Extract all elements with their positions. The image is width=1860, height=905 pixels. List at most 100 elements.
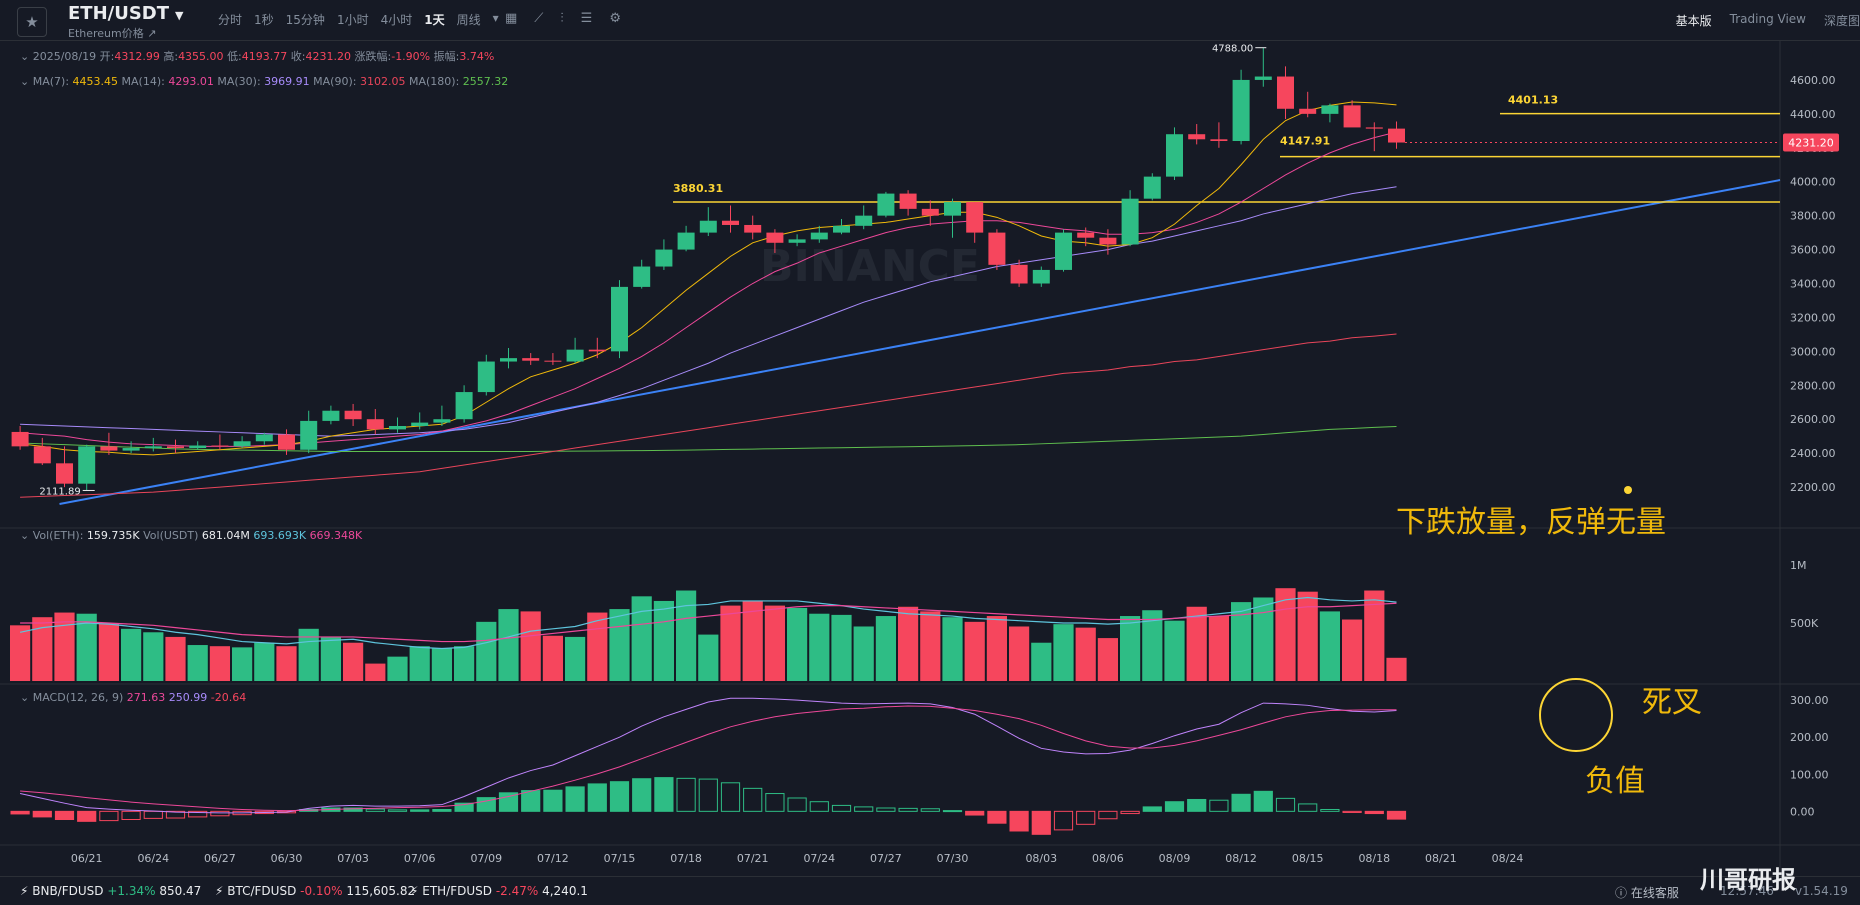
date-axis-label: 08/09 [1159, 852, 1191, 865]
macd-bar-08/18 [1364, 810, 1384, 815]
volume-bar-06/19 [32, 617, 53, 681]
candle-08/16 [1321, 105, 1339, 114]
volume-bar-08/07 [1120, 616, 1141, 681]
macd-bar-06/23 [121, 810, 141, 820]
macd-bar-07/14 [587, 783, 607, 812]
candle-06/30 [278, 434, 295, 450]
view-tab-1[interactable]: Trading View [1729, 12, 1806, 26]
volume-bar-08/03 [1031, 642, 1052, 681]
interval-tab-2[interactable]: 15分钟 [285, 13, 325, 27]
volume-bar-08/06 [1097, 638, 1118, 681]
candle-07/30 [944, 202, 961, 216]
macd-bar-06/22 [99, 810, 119, 822]
alert-dot-icon [1624, 486, 1632, 494]
ticker-0[interactable]: ⚡ BNB/FDUSD +1.34% 850.47 [20, 884, 201, 898]
macd-bar-06/18 [10, 810, 30, 815]
volume-bar-07/19 [698, 634, 719, 681]
volume-bar-06/22 [98, 623, 119, 681]
help-icon: ⓘ [1615, 886, 1628, 900]
interval-tab-0[interactable]: 分时 [218, 13, 243, 27]
favorite-star-icon[interactable]: ★ [17, 7, 47, 37]
macd-bar-07/12 [543, 789, 563, 812]
interval-tab-5[interactable]: 1天 [424, 13, 445, 27]
macd-bar-06/24 [143, 810, 163, 819]
candle-07/24 [810, 232, 828, 240]
macd-bar-08/05 [1076, 810, 1096, 825]
candle-07/16 [633, 266, 651, 287]
macd-bar-07/28 [898, 807, 918, 812]
date-axis-label: 06/24 [137, 852, 169, 865]
candle-07/02 [322, 410, 340, 421]
macd-bar-07/21 [743, 787, 763, 812]
draw-icon[interactable]: ⟋ [534, 11, 544, 26]
ma-legend[interactable]: ⌄ MA(7): 4453.45 MA(14): 4293.01 MA(30):… [20, 75, 509, 88]
macd-bar-07/03 [343, 807, 363, 812]
macd-bar-07/18 [676, 777, 696, 812]
volume-bar-08/17 [1342, 619, 1363, 681]
support-link[interactable]: ⓘ 在线客服 [1615, 886, 1679, 900]
binance-watermark: BINANCE [760, 241, 980, 292]
macd-bar-07/09 [476, 797, 496, 812]
price-axis-label: 4000.00 [1790, 176, 1836, 189]
symbol-selector[interactable]: ETH/USDT ▼ [68, 3, 183, 24]
macd-bar-08/12 [1231, 793, 1251, 812]
date-axis-label: 07/24 [803, 852, 835, 865]
candle-08/10 [1188, 134, 1206, 140]
macd-bar-08/03 [1031, 810, 1051, 835]
symbol-subtitle[interactable]: Ethereum价格 ↗ [68, 27, 157, 40]
macd-bar-08/04 [1053, 810, 1074, 831]
macd-bar-08/07 [1120, 810, 1140, 815]
ticker-change: -0.10% [300, 884, 347, 898]
ticker-2[interactable]: ⚡ ETH/FDUSD -2.47% 4,240.1 [410, 884, 588, 898]
interval-tab-4[interactable]: 4小时 [380, 13, 413, 27]
current-price-label: 4231.20 [1788, 136, 1834, 149]
volume-bar-07/10 [498, 609, 519, 681]
candle-08/13 [1254, 76, 1272, 80]
view-tab-0[interactable]: 基本版 [1675, 14, 1712, 28]
template-icon[interactable]: ☰ [580, 11, 593, 26]
candle-07/06 [411, 422, 429, 426]
interval-tab-3[interactable]: 1小时 [336, 13, 369, 27]
high-label: 4788.00 [1212, 44, 1253, 55]
indicator-icon[interactable]: ⫶ [560, 11, 564, 26]
candle-07/07 [433, 419, 451, 423]
volume-bar-07/30 [942, 617, 963, 681]
volume-bar-06/20 [54, 612, 75, 681]
candle-07/05 [389, 426, 406, 430]
macd-bar-07/05 [387, 809, 408, 812]
candle-07/31 [966, 202, 984, 233]
volume-legend[interactable]: ⌄ Vol(ETH): 159.735K Vol(USDT) 681.04M 6… [20, 529, 363, 542]
clock: 12:57:46 [1720, 884, 1774, 898]
volume-bar-06/28 [232, 647, 253, 681]
candle-06/25 [167, 446, 184, 449]
ticker-price: 850.47 [159, 884, 202, 898]
interval-tab-6[interactable]: 周线 [456, 13, 481, 27]
macd-legend[interactable]: ⌄ MACD(12, 26, 9) 271.63 250.99 -20.64 [20, 691, 247, 704]
volume-bar-08/19 [1386, 657, 1407, 681]
macd-bar-07/13 [565, 786, 585, 812]
settings-icon[interactable]: ⚙ [609, 11, 621, 26]
volume-bar-08/14 [1275, 588, 1296, 681]
macd-bar-07/25 [831, 804, 852, 812]
date-axis-label: 08/21 [1425, 852, 1457, 865]
volume-bar-07/23 [787, 607, 808, 681]
view-tab-2[interactable]: 深度图 [1823, 14, 1860, 28]
candlestick-chart[interactable]: BINANCE4600.004400.004200.004000.003800.… [0, 41, 1860, 876]
candle-06/24 [144, 446, 162, 449]
calendar-icon[interactable]: ▦ [505, 11, 518, 26]
volume-bar-06/25 [165, 636, 186, 681]
date-axis-label: 08/18 [1358, 852, 1390, 865]
macd-dif-line [19, 697, 1397, 814]
candle-07/04 [366, 419, 384, 430]
date-axis-label: 07/09 [470, 852, 502, 865]
candle-06/20 [56, 463, 73, 484]
volume-bar-07/02 [320, 636, 341, 681]
candle-08/11 [1210, 139, 1228, 141]
interval-tab-1[interactable]: 1秒 [254, 13, 274, 27]
macd-bar-07/31 [965, 810, 985, 816]
volume-bar-08/11 [1208, 616, 1229, 681]
ticker-1[interactable]: ⚡ BTC/FDUSD -0.10% 115,605.82 [215, 884, 415, 898]
volume-bar-08/09 [1164, 620, 1185, 681]
candle-06/23 [122, 448, 140, 451]
chevron-down-icon[interactable]: ▾ [492, 11, 499, 25]
